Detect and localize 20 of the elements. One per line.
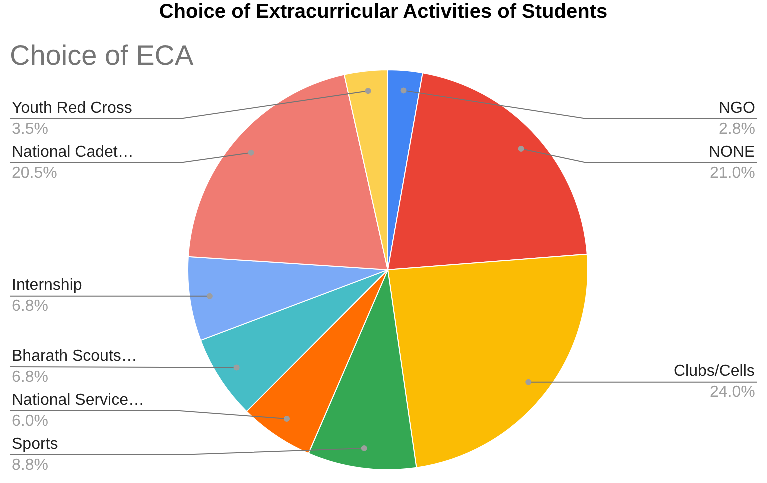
data-label: 3.5% [12, 121, 48, 138]
slice-label: Sports [12, 436, 58, 453]
slice-label: Youth Red Cross [12, 100, 132, 117]
slice-label: National Service… [12, 392, 144, 409]
data-label: 21.0% [710, 165, 756, 182]
slice-label: NONE [709, 144, 756, 161]
data-label: 24.0% [710, 384, 756, 401]
data-label: 6.0% [12, 413, 48, 430]
data-label: 6.8% [12, 369, 48, 386]
chart-subtitle: Choice of ECA [10, 40, 194, 71]
slice-label: Internship [12, 277, 82, 294]
slice-label: Clubs/Cells [674, 363, 755, 380]
slice-label: NGO [719, 100, 756, 117]
slice-label: National Cadet… [12, 144, 134, 161]
data-label: 8.8% [12, 457, 48, 474]
data-label: 2.8% [719, 121, 756, 138]
slice-label: Bharath Scouts… [12, 348, 138, 365]
data-label: 20.5% [12, 165, 58, 182]
chart-title: Choice of Extracurricular Activities of Students [159, 1, 608, 23]
data-label: 6.8% [12, 298, 48, 315]
